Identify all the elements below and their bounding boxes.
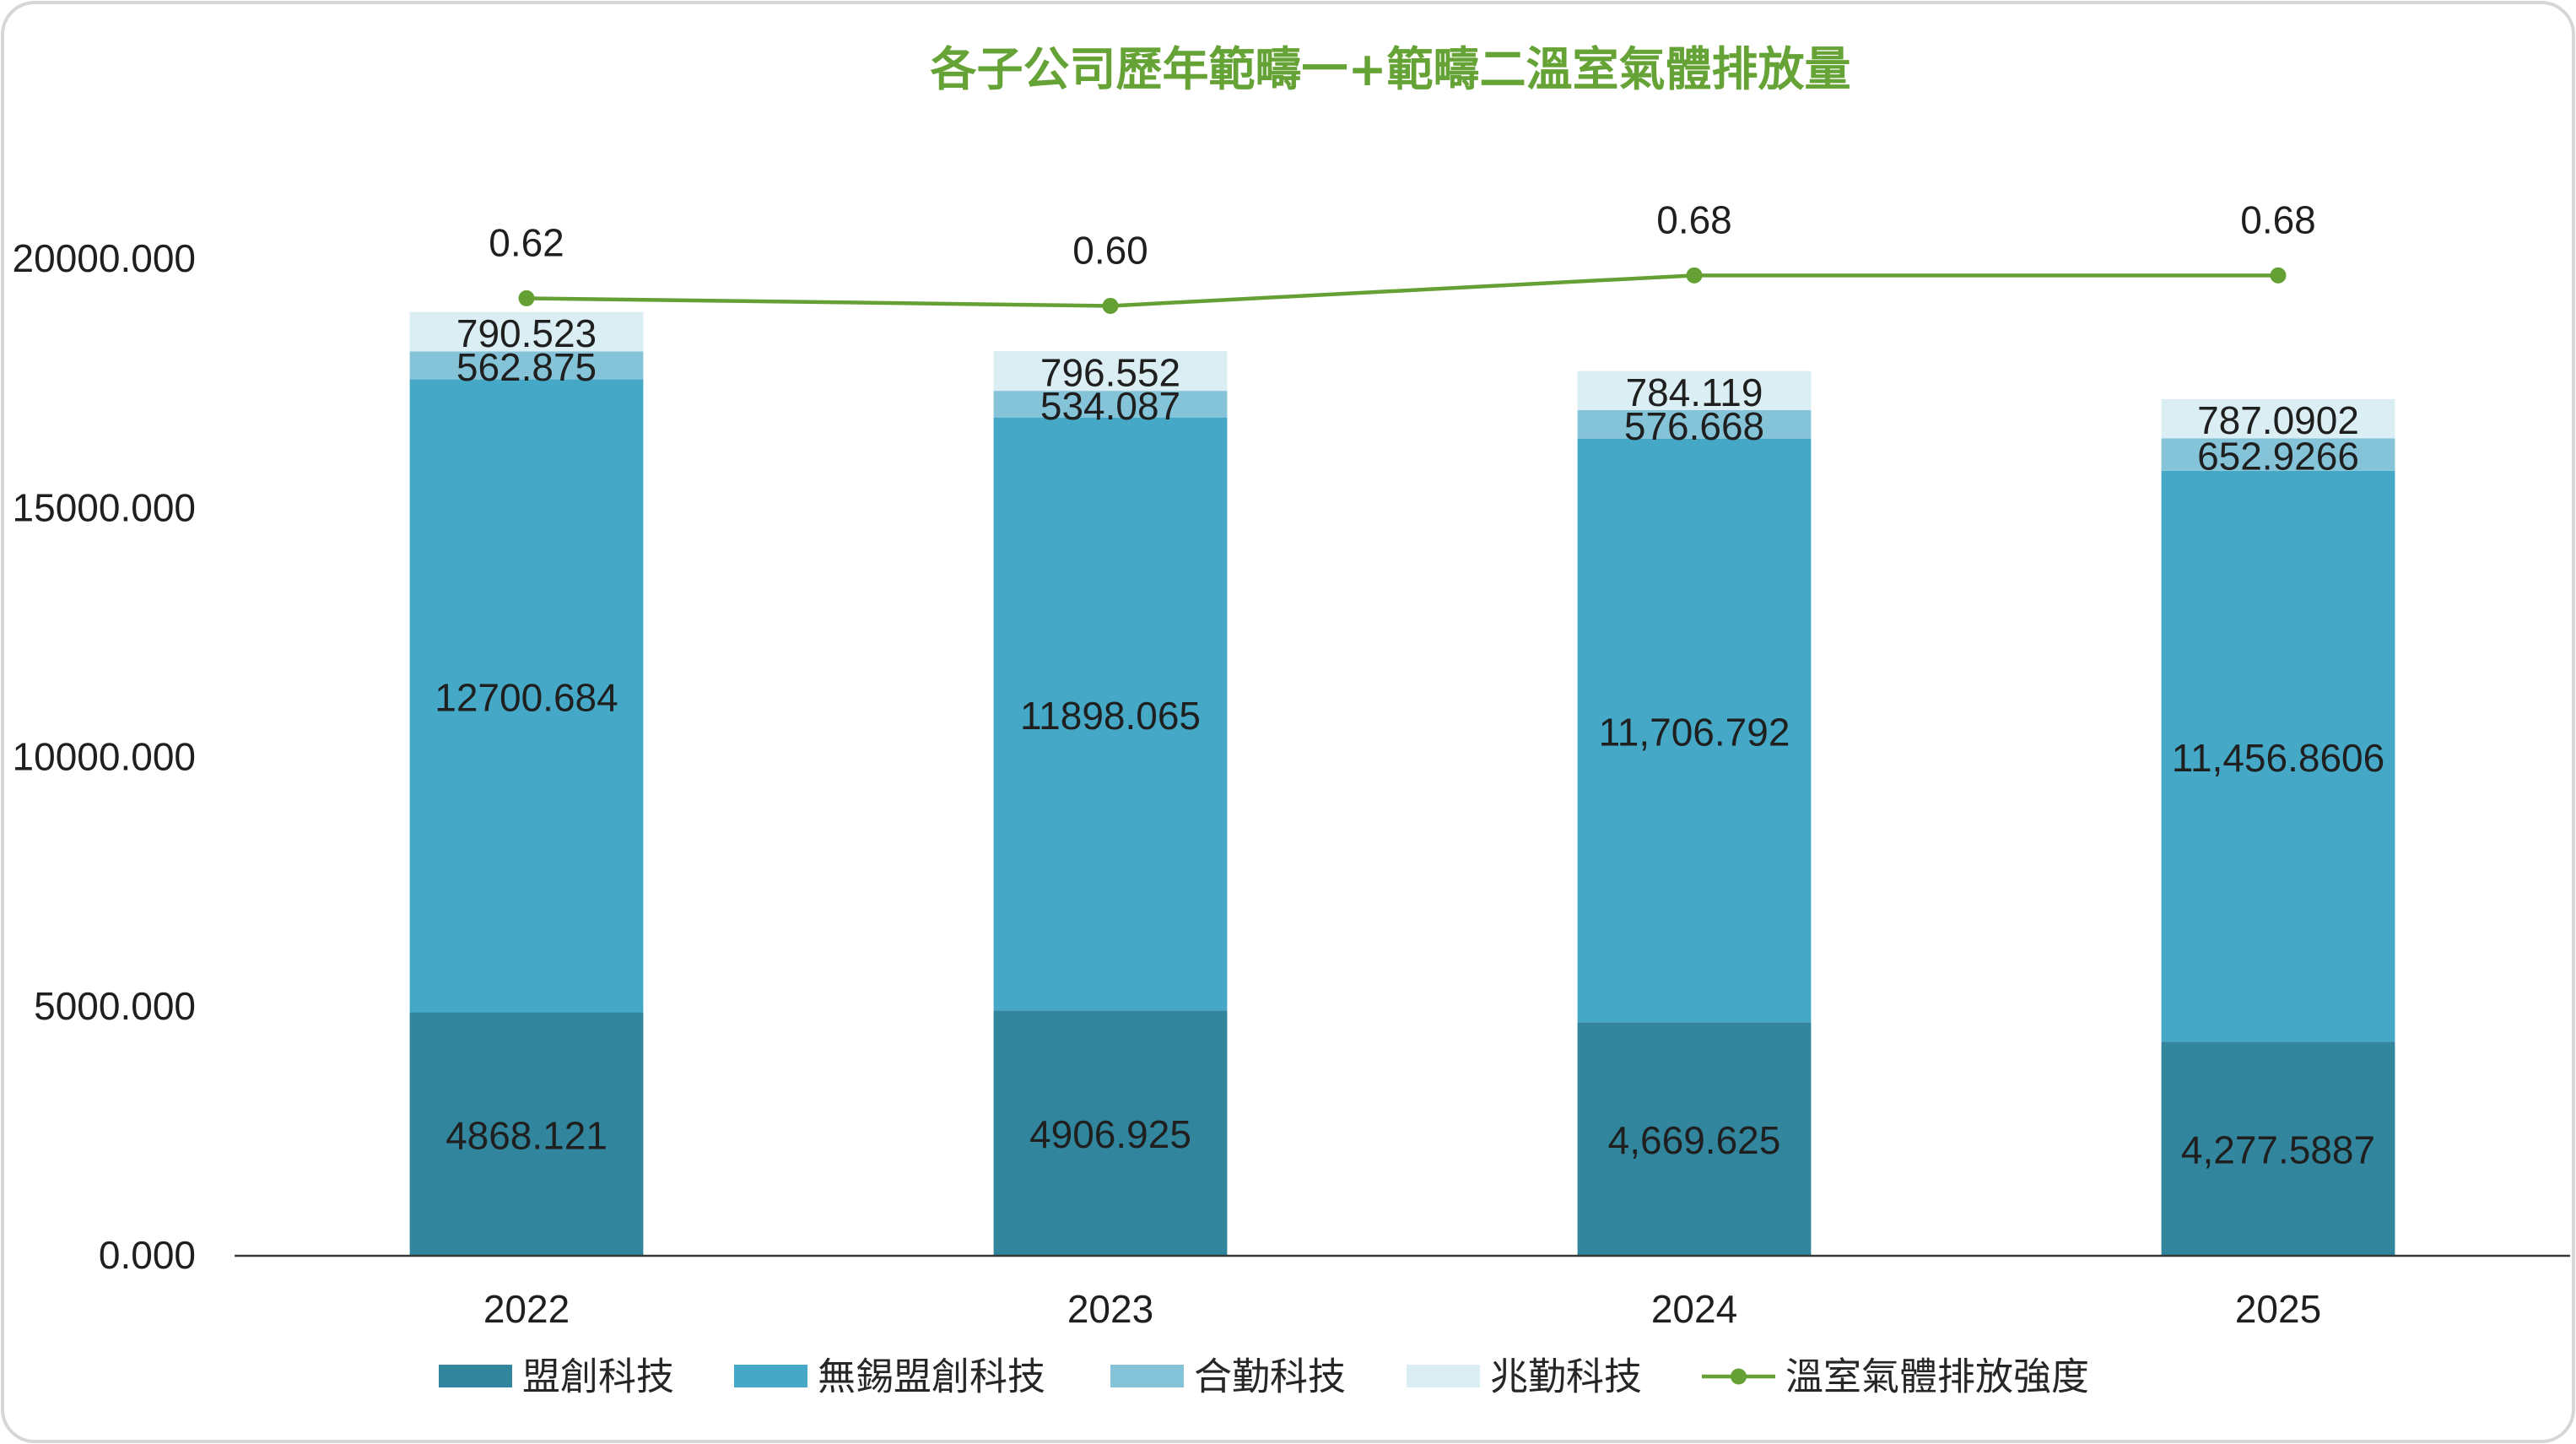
y-tick-label-4: 20000.000 bbox=[13, 236, 196, 280]
data-label-series-2-2022: 12700.684 bbox=[435, 676, 618, 720]
data-label-series-3-2025: 652.9266 bbox=[2197, 435, 2359, 479]
legend-swatch-2 bbox=[734, 1365, 807, 1387]
line-point-2025 bbox=[2270, 267, 2287, 284]
bar-series-4-2024 bbox=[1577, 370, 1812, 410]
data-label-series-1-2023: 4906.925 bbox=[1029, 1112, 1191, 1156]
bar-series-1-2024 bbox=[1577, 1022, 1812, 1255]
bar-series-1-2025 bbox=[2161, 1041, 2395, 1255]
line-label-2025: 0.68 bbox=[2240, 197, 2316, 241]
legend-swatch-4 bbox=[1407, 1365, 1480, 1387]
data-label-series-2-2025: 11,456.8606 bbox=[2172, 736, 2384, 780]
data-label-series-1-2022: 4868.121 bbox=[446, 1113, 608, 1157]
data-label-series-1-2024: 4,669.625 bbox=[1608, 1118, 1781, 1162]
legend-marker-swatch bbox=[1731, 1368, 1747, 1385]
data-label-series-4-2023: 796.552 bbox=[1040, 351, 1180, 395]
line-label-2022: 0.62 bbox=[489, 220, 564, 264]
bar-series-2-2024 bbox=[1577, 438, 1812, 1023]
line-label-2024: 0.68 bbox=[1656, 197, 1732, 241]
y-tick-label-0: 0.000 bbox=[99, 1233, 196, 1277]
legend: 盟創科技 無錫盟創科技 合勤科技 兆勤科技 溫室氣體排放強度 bbox=[439, 1355, 2089, 1399]
data-label-series-2-2023: 11898.065 bbox=[1020, 694, 1201, 738]
data-labels-layer: 4868.121 4906.925 4,669.625 4,277.5887 12700… bbox=[435, 197, 2384, 1171]
data-label-series-4-2022: 790.523 bbox=[456, 311, 597, 355]
legend-item-1: 盟創科技 bbox=[439, 1355, 674, 1399]
intensity-line bbox=[526, 273, 2278, 308]
bar-series-4-2023 bbox=[993, 351, 1228, 392]
bar-series-1-2022 bbox=[409, 1012, 644, 1255]
data-label-series-3-2024: 576.668 bbox=[1624, 404, 1764, 448]
x-tick-label-2024: 2024 bbox=[1651, 1287, 1737, 1331]
legend-label-5: 溫室氣體排放強度 bbox=[1785, 1355, 2089, 1399]
bar-series-3-2022 bbox=[409, 351, 644, 380]
data-label-series-4-2024: 784.119 bbox=[1626, 370, 1763, 414]
legend-label-2: 無錫盟創科技 bbox=[818, 1355, 1045, 1399]
axis-labels-layer: 0.000 5000.000 10000.000 15000.000 20000.000… bbox=[13, 236, 2322, 1331]
bar-series-2-2025 bbox=[2161, 470, 2395, 1042]
legend-swatch-1 bbox=[439, 1365, 512, 1387]
bar-series-3-2025 bbox=[2161, 438, 2395, 471]
data-label-series-3-2022: 562.875 bbox=[456, 345, 597, 389]
bars-layer bbox=[409, 311, 2395, 1255]
data-label-series-1-2025: 4,277.5887 bbox=[2181, 1128, 2375, 1172]
data-label-series-2-2024: 11,706.792 bbox=[1599, 711, 1790, 754]
bar-series-1-2023 bbox=[993, 1010, 1228, 1255]
bar-series-4-2025 bbox=[2161, 398, 2395, 439]
legend-item-3: 合勤科技 bbox=[1110, 1355, 1346, 1399]
bar-series-3-2024 bbox=[1577, 409, 1812, 439]
x-tick-label-2025: 2025 bbox=[2235, 1287, 2321, 1331]
y-tick-label-3: 15000.000 bbox=[13, 485, 196, 529]
legend-swatch-3 bbox=[1110, 1365, 1184, 1387]
legend-label-1: 盟創科技 bbox=[522, 1355, 674, 1399]
legend-label-4: 兆勤科技 bbox=[1490, 1355, 1642, 1399]
line-layer bbox=[518, 267, 2287, 314]
x-tick-label-2023: 2023 bbox=[1067, 1287, 1153, 1331]
legend-item-2: 無錫盟創科技 bbox=[734, 1355, 1045, 1399]
bar-series-3-2023 bbox=[993, 391, 1228, 418]
line-label-2023: 0.60 bbox=[1072, 228, 1148, 272]
legend-label-3: 合勤科技 bbox=[1194, 1355, 1346, 1399]
line-point-2024 bbox=[1686, 267, 1703, 284]
bar-series-4-2022 bbox=[409, 311, 644, 352]
line-point-2022 bbox=[518, 289, 535, 306]
y-tick-label-2: 10000.000 bbox=[13, 735, 196, 779]
bar-series-2-2023 bbox=[993, 417, 1228, 1011]
data-label-series-4-2025: 787.0902 bbox=[2197, 398, 2359, 442]
bar-series-2-2022 bbox=[409, 379, 644, 1013]
chart-title: 各子公司歷年範疇一+範疇二溫室氣體排放量 bbox=[930, 42, 1850, 96]
y-tick-label-1: 5000.000 bbox=[34, 984, 196, 1028]
legend-item-5: 溫室氣體排放強度 bbox=[1702, 1355, 2089, 1399]
data-label-series-3-2023: 534.087 bbox=[1040, 384, 1180, 428]
x-tick-label-2022: 2022 bbox=[483, 1287, 570, 1331]
legend-item-4: 兆勤科技 bbox=[1407, 1355, 1642, 1399]
line-point-2023 bbox=[1102, 297, 1119, 314]
